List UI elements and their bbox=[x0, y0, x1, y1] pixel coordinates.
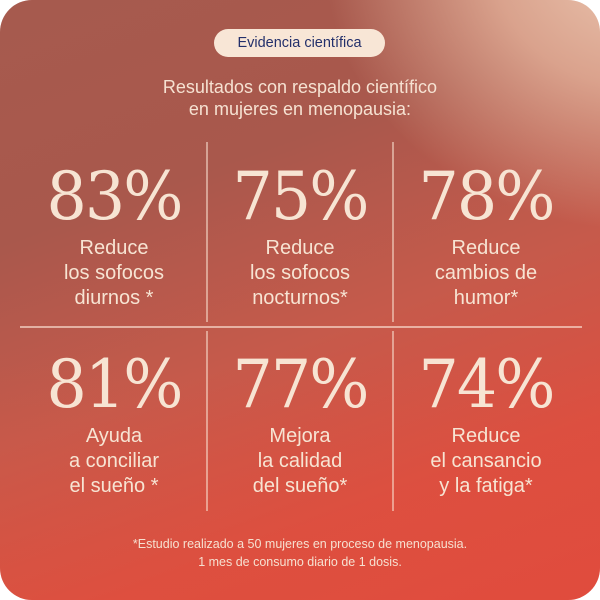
stat-value: 74% bbox=[418, 346, 555, 423]
stat-description: Reduce cambios de humor* bbox=[434, 237, 538, 309]
stat-description: Reduce el cansancio y la fatiga* bbox=[430, 425, 542, 497]
stat-fatigue: 74% Reduce el cansancio y la fatiga* bbox=[393, 352, 579, 499]
stat-value: 77% bbox=[232, 346, 369, 423]
stat-description: Reduce los sofocos nocturnos* bbox=[249, 237, 351, 309]
stat-mood-changes: 78% Reduce cambios de humor* bbox=[393, 164, 579, 311]
divider-vertical-1 bbox=[206, 142, 208, 322]
stat-value: 78% bbox=[418, 158, 555, 235]
evidence-badge: Evidencia científica bbox=[214, 29, 385, 57]
stat-fall-asleep: 81% Ayuda a conciliar el sueño * bbox=[21, 352, 207, 499]
footnote-line-2: 1 mes de consumo diario de 1 dosis. bbox=[198, 555, 402, 569]
stat-sleep-quality: 77% Mejora la calidad del sueño* bbox=[207, 352, 393, 499]
stat-value: 75% bbox=[232, 158, 369, 235]
stat-description: Mejora la calidad del sueño* bbox=[252, 425, 348, 497]
study-footnote: *Estudio realizado a 50 mujeres en proce… bbox=[0, 535, 600, 571]
divider-horizontal bbox=[20, 326, 582, 328]
divider-vertical-4 bbox=[392, 331, 394, 511]
subtitle: Resultados con respaldo científico en mu… bbox=[0, 76, 600, 120]
subtitle-line-1: Resultados con respaldo científico bbox=[162, 77, 438, 97]
stat-nighttime-hot-flashes: 75% Reduce los sofocos nocturnos* bbox=[207, 164, 393, 311]
stat-description: Reduce los sofocos diurnos * bbox=[63, 237, 165, 309]
divider-vertical-3 bbox=[206, 331, 208, 511]
divider-vertical-2 bbox=[392, 142, 394, 322]
stat-daytime-hot-flashes: 83% Reduce los sofocos diurnos * bbox=[21, 164, 207, 311]
stat-value: 83% bbox=[46, 158, 183, 235]
footnote-line-1: *Estudio realizado a 50 mujeres en proce… bbox=[132, 537, 468, 551]
stat-description: Ayuda a conciliar el sueño * bbox=[68, 425, 160, 497]
subtitle-line-2: en mujeres en menopausia: bbox=[188, 99, 412, 119]
stat-value: 81% bbox=[46, 346, 183, 423]
